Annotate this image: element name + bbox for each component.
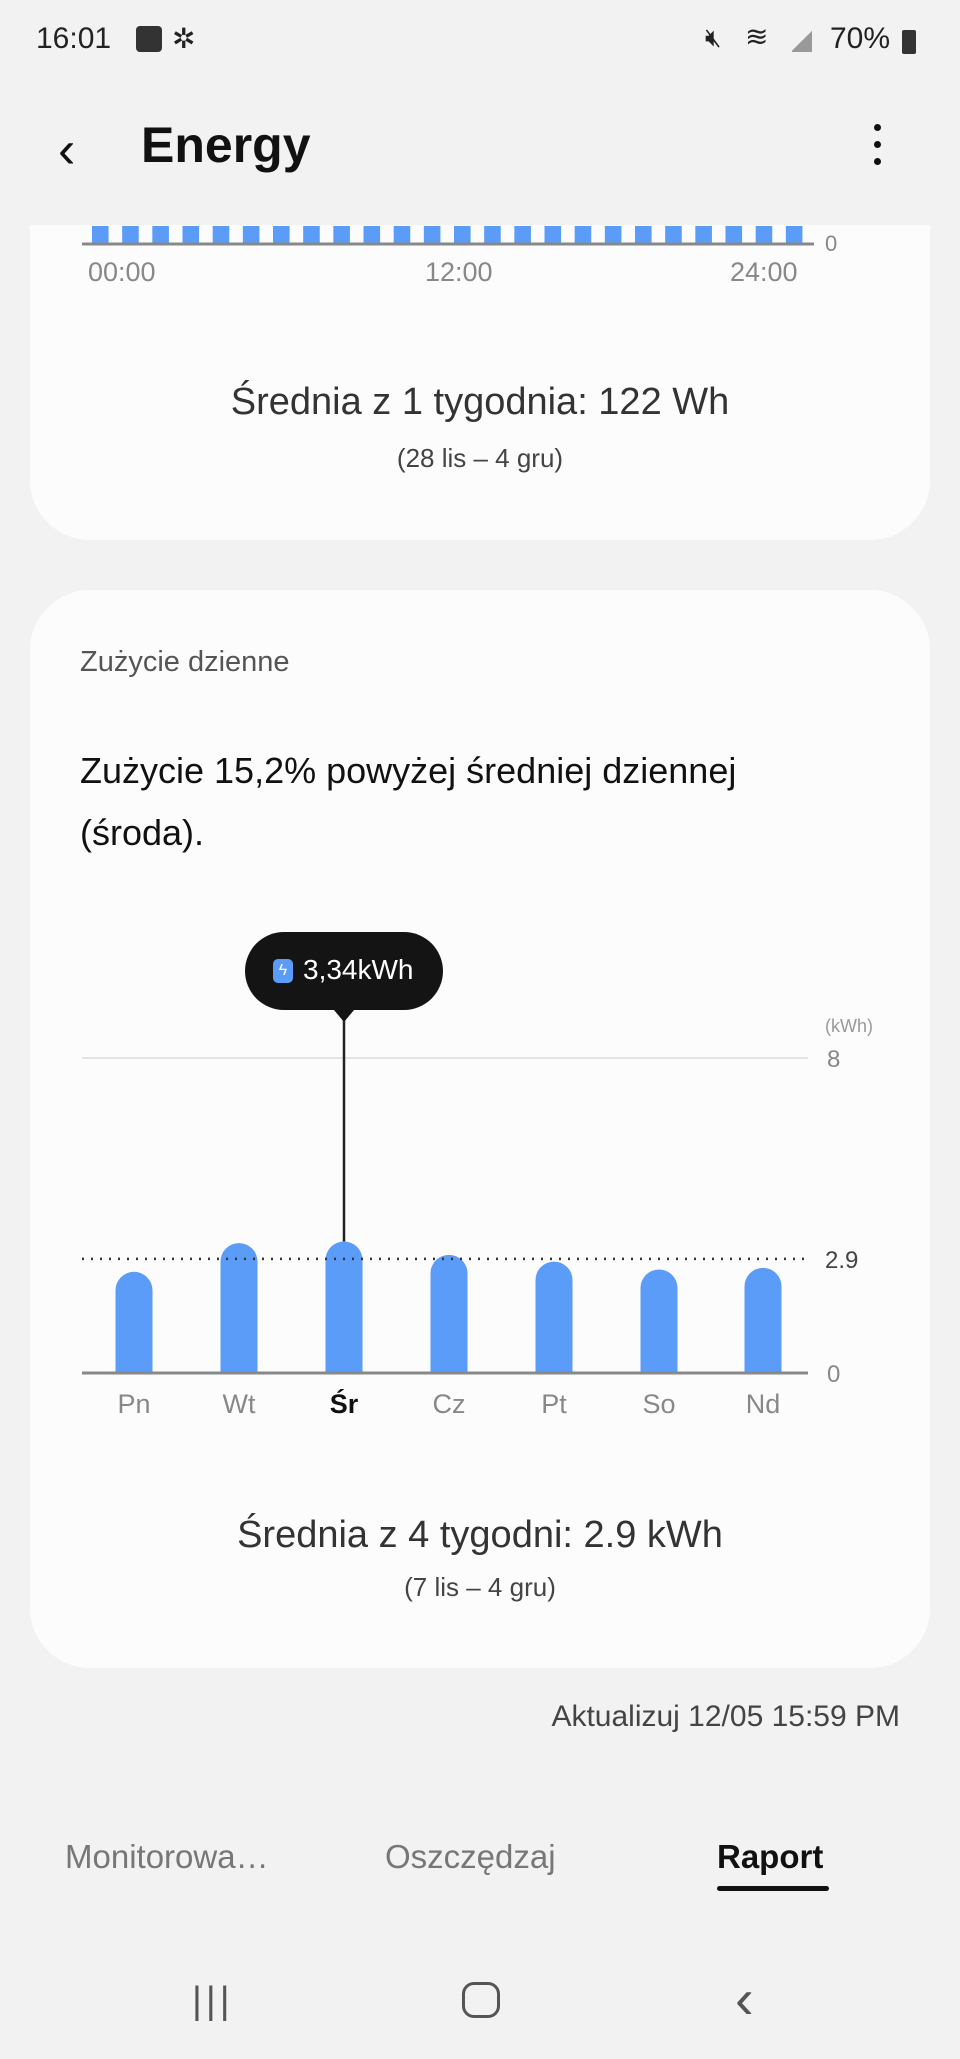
monthly-range: (7 lis – 4 gru): [404, 1572, 556, 1602]
hourly-bar: [454, 226, 471, 244]
gallery-icon: [136, 26, 162, 52]
daily-chart: (kWh) 8 2.9 0 Pn Wt Śr Cz Pt So Nd: [82, 1010, 873, 1419]
home-icon[interactable]: [462, 1982, 500, 2018]
hourly-bar: [363, 226, 381, 244]
day-label: So: [642, 1389, 675, 1419]
back-arrow-icon[interactable]: ‹: [58, 121, 76, 179]
network-icon: ✲: [172, 23, 196, 54]
day-label: Pt: [541, 1389, 567, 1419]
back-icon[interactable]: ‹: [735, 1967, 754, 2030]
status-bar: 16:01 ✲ 🔇︎ ≋ 70%: [0, 0, 960, 66]
daily-bar: [744, 1267, 782, 1373]
y-tick-0: 0: [827, 1361, 840, 1388]
recents-icon[interactable]: |||: [192, 1980, 234, 2022]
signal-icon: [792, 30, 812, 52]
hourly-bar: [152, 226, 169, 244]
hourly-bar: [273, 226, 290, 244]
day-label: Cz: [433, 1389, 466, 1419]
mute-icon: 🔇︎: [705, 22, 722, 52]
hourly-bar: [393, 226, 411, 244]
daily-bar: [535, 1261, 573, 1373]
x-tick: 24:00: [730, 257, 798, 287]
tab-report[interactable]: Raport: [717, 1838, 824, 1875]
hourly-bar: [514, 226, 531, 244]
card-title: Zużycie dzienne: [80, 646, 290, 678]
hourly-bar: [755, 226, 773, 244]
value-tooltip: ϟ 3,34kWh: [245, 932, 443, 1010]
last-updated: Aktualizuj 12/05 15:59 PM: [551, 1700, 900, 1733]
headline: Zużycie 15,2% powyżej średniej dziennej …: [80, 750, 737, 853]
hourly-bar: [665, 226, 682, 244]
daily-bar: [115, 1271, 153, 1373]
hourly-bar: [574, 226, 592, 244]
battery-icon: [902, 30, 916, 54]
hourly-bar: [635, 226, 652, 244]
hourly-bar: [122, 226, 139, 244]
active-tab-indicator: [717, 1886, 829, 1891]
hourly-bar: [604, 226, 622, 244]
tab-monitor[interactable]: Monitorowa…: [65, 1838, 269, 1875]
daily-bar: [640, 1269, 678, 1373]
weekly-range: (28 lis – 4 gru): [396, 443, 564, 473]
hourly-bar: [423, 226, 441, 244]
tab-save[interactable]: Oszczędzaj: [385, 1838, 556, 1875]
battery-percent: 70%: [830, 22, 891, 55]
status-time: 16:01: [36, 22, 112, 55]
x-tick: 00:00: [88, 257, 156, 287]
y-tick: 0: [825, 231, 838, 256]
hourly-bar: [92, 226, 109, 244]
lightning-icon: ϟ: [273, 959, 293, 983]
hourly-bar: [303, 226, 320, 244]
y-tick-avg: 2.9: [825, 1247, 858, 1274]
hourly-bar: [484, 226, 501, 244]
hourly-bar: [725, 226, 743, 244]
y-unit-label: (kWh): [825, 1016, 873, 1036]
hourly-bar: [182, 226, 200, 244]
tooltip-pointer: [334, 1010, 354, 1022]
y-tick-8: 8: [827, 1046, 840, 1073]
wifi-icon: ≋: [745, 21, 769, 52]
more-vert-icon[interactable]: [866, 124, 890, 170]
daily-bar: [430, 1254, 468, 1373]
hourly-bar: [333, 226, 350, 244]
nav-bar: ||| ‹: [0, 1940, 960, 2059]
hourly-card: 00:00 12:00 24:00 0 Średnia z 1 tygodnia…: [30, 225, 930, 540]
hourly-bar: [785, 226, 803, 244]
daily-bar: [220, 1243, 258, 1373]
tooltip-value: 3,34kWh: [303, 954, 414, 985]
hourly-bar: [242, 226, 260, 244]
day-label: Wt: [223, 1389, 256, 1419]
daily-card: Zużycie dzienne Zużycie 15,2% powyżej śr…: [30, 590, 930, 1668]
day-label: Śr: [330, 1388, 359, 1419]
hourly-chart: [82, 226, 814, 246]
hourly-bar: [212, 226, 230, 244]
weekly-average: Średnia z 1 tygodnia: 122 Wh: [230, 381, 730, 423]
hourly-bar: [695, 226, 712, 244]
x-tick: 12:00: [425, 257, 493, 287]
day-label: Nd: [746, 1389, 781, 1419]
day-label: Pn: [117, 1389, 150, 1419]
hourly-bar: [544, 226, 562, 244]
page-title: Energy: [141, 117, 311, 173]
monthly-average: Średnia z 4 tygodni: 2.9 kWh: [237, 1514, 723, 1556]
daily-bar: [325, 1241, 363, 1373]
